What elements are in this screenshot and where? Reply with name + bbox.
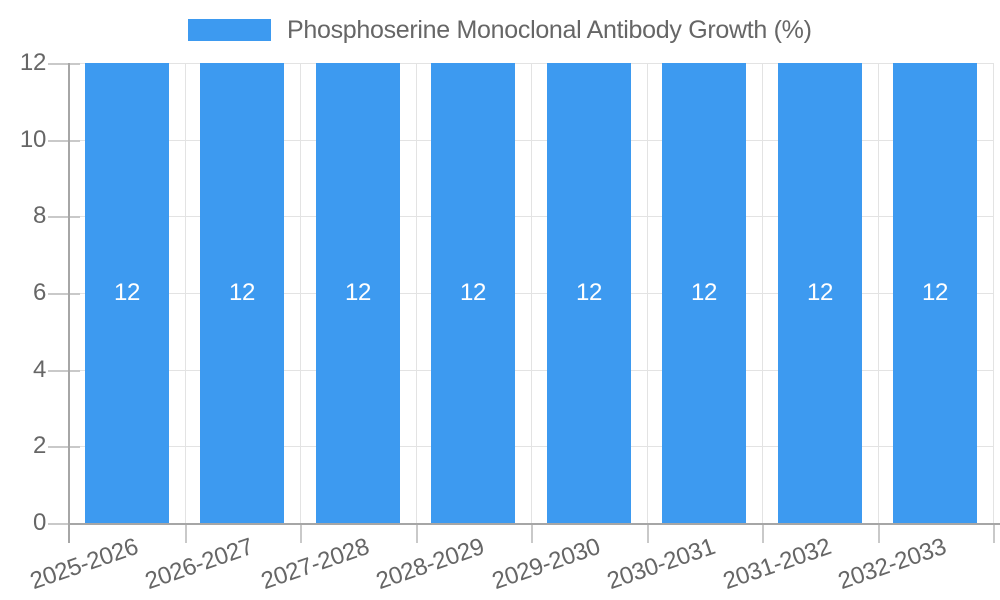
y-axis-line bbox=[68, 63, 70, 543]
y-axis-tick bbox=[48, 370, 80, 372]
bar-value-label: 12 bbox=[228, 279, 256, 306]
bar[interactable] bbox=[431, 63, 515, 523]
x-axis-tick bbox=[762, 523, 764, 543]
gridline-vertical bbox=[993, 63, 994, 523]
bar[interactable] bbox=[316, 63, 400, 523]
bar-value-label: 12 bbox=[344, 279, 372, 306]
x-axis-category-label: 2026-2027 bbox=[141, 533, 257, 596]
gridline-vertical bbox=[762, 63, 763, 523]
y-axis-tick bbox=[48, 140, 80, 142]
bar[interactable] bbox=[200, 63, 284, 523]
bar-value-label: 12 bbox=[575, 279, 603, 306]
y-axis-tick bbox=[48, 523, 80, 525]
bar[interactable] bbox=[778, 63, 862, 523]
bar-value-label: 12 bbox=[690, 279, 718, 306]
y-axis-tick-label: 2 bbox=[32, 432, 46, 459]
y-axis-tick bbox=[48, 446, 80, 448]
y-axis-tick-label: 10 bbox=[19, 126, 46, 153]
x-axis-tick bbox=[647, 523, 649, 543]
bar-value-label: 12 bbox=[806, 279, 834, 306]
gridline-vertical bbox=[416, 63, 417, 523]
x-axis-category-label: 2029-2030 bbox=[488, 533, 604, 596]
bar[interactable] bbox=[662, 63, 746, 523]
x-axis-tick bbox=[300, 523, 302, 543]
x-axis-tick bbox=[878, 523, 880, 543]
y-axis-tick bbox=[48, 216, 80, 218]
y-axis-tick bbox=[48, 63, 80, 65]
x-axis-category-label: 2028-2029 bbox=[372, 533, 488, 596]
x-axis-line bbox=[69, 523, 1000, 525]
x-axis-category-label: 2031-2032 bbox=[719, 533, 835, 596]
bar-value-label: 12 bbox=[921, 279, 949, 306]
bar[interactable] bbox=[547, 63, 631, 523]
x-axis-tick bbox=[993, 523, 995, 543]
bar-value-label: 12 bbox=[459, 279, 487, 306]
x-axis-tick bbox=[416, 523, 418, 543]
y-axis-tick-label: 12 bbox=[19, 49, 46, 76]
y-axis-tick-label: 8 bbox=[32, 202, 46, 229]
gridline-vertical bbox=[878, 63, 879, 523]
x-axis-tick bbox=[185, 523, 187, 543]
bar[interactable] bbox=[85, 63, 169, 523]
gridline-vertical bbox=[185, 63, 186, 523]
x-axis-category-label: 2032-2033 bbox=[834, 533, 950, 596]
x-axis-category-label: 2027-2028 bbox=[257, 533, 373, 596]
y-axis-tick-label: 0 bbox=[32, 509, 46, 536]
y-axis-tick bbox=[48, 293, 80, 295]
y-axis-tick-label: 4 bbox=[32, 356, 46, 383]
y-axis-tick-label: 6 bbox=[32, 279, 46, 306]
x-axis-tick bbox=[531, 523, 533, 543]
chart-legend-item[interactable]: Phosphoserine Monoclonal Antibody Growth… bbox=[188, 15, 812, 44]
bar[interactable] bbox=[893, 63, 977, 523]
x-axis-category-label: 2030-2031 bbox=[603, 533, 719, 596]
gridline-vertical bbox=[300, 63, 301, 523]
legend-swatch bbox=[188, 19, 271, 41]
x-axis-category-label: 2025-2026 bbox=[26, 533, 142, 596]
gridline-vertical bbox=[647, 63, 648, 523]
gridline-vertical bbox=[531, 63, 532, 523]
legend-label: Phosphoserine Monoclonal Antibody Growth… bbox=[287, 15, 812, 44]
bar-value-label: 12 bbox=[113, 279, 141, 306]
